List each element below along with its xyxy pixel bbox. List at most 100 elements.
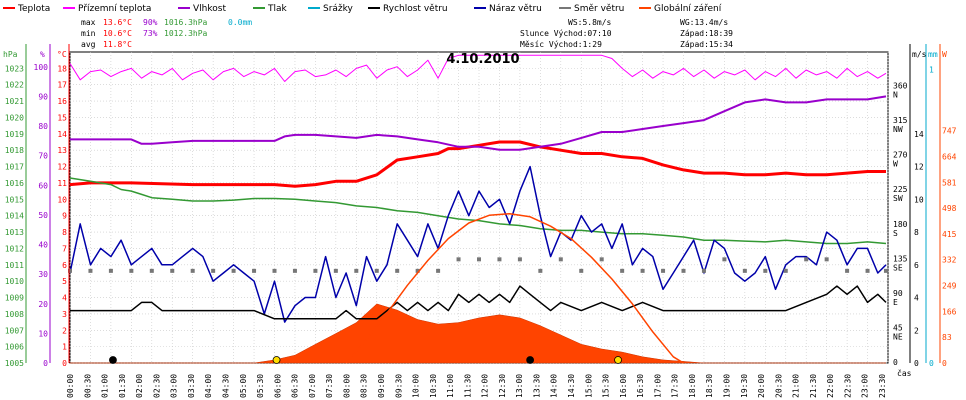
x-tick-label: 05:00: [239, 374, 248, 398]
temp-tick-label: 12: [57, 163, 67, 172]
hpa-tick-label: 1005: [5, 359, 24, 368]
wind-direction-point: [231, 268, 236, 273]
x-tick-label: 20:30: [774, 374, 783, 398]
hpa-tick-label: 1013: [5, 228, 24, 237]
rad-tick-label: 332: [942, 256, 957, 265]
temp-tick-label: 4: [62, 294, 67, 303]
x-tick-label: 04:30: [222, 374, 231, 398]
wind-direction-point: [497, 257, 502, 262]
rad-tick-label: 415: [942, 230, 957, 239]
ms-tick-label: 14: [914, 130, 924, 139]
legend: Teplota Přízemní teplota Vlhkost Tlak Srážky…: [3, 4, 722, 14]
wind-direction-point: [456, 257, 461, 262]
x-tick-label: 16:30: [636, 374, 645, 398]
x-tick-label: 15:30: [602, 374, 611, 398]
pct-tick-label: 80: [38, 122, 48, 131]
series-line: [69, 140, 886, 188]
x-tick-label: 18:30: [705, 374, 714, 398]
pct-tick-label: 50: [38, 211, 48, 220]
hpa-tick-label: 1010: [5, 277, 24, 286]
series-line: [69, 54, 887, 82]
direction-tick-label: 0: [893, 358, 898, 367]
wind-speed-stat: WS:5.8m/s: [568, 18, 612, 27]
pct-tick-label: 90: [38, 92, 48, 101]
stat-min-temp: 10.6°C: [103, 29, 132, 38]
direction-tick-label: 225: [893, 185, 908, 194]
series-line: [70, 285, 887, 320]
temp-tick-label: 11: [57, 179, 67, 188]
wind-direction-point: [599, 257, 604, 262]
temp-tick-label: 14: [57, 130, 67, 139]
hpa-tick-label: 1014: [5, 212, 24, 221]
moonset-marker: [526, 356, 535, 364]
temp-tick-label: 1: [62, 343, 67, 352]
x-tick-label: 03:00: [170, 374, 179, 398]
hpa-tick-label: 1022: [5, 81, 24, 90]
rad-tick-label: 581: [942, 178, 957, 187]
hpa-tick-label: 1009: [5, 294, 24, 303]
grid: [69, 52, 889, 364]
rad-tick-label: 498: [942, 204, 957, 213]
x-tick-label: 02:30: [152, 374, 161, 398]
legend-label: Teplota: [17, 4, 50, 14]
x-tick-label: 15:00: [584, 374, 593, 398]
wind-direction-point: [374, 268, 379, 273]
temp-tick-label: 13: [57, 146, 67, 155]
hpa-tick-label: 1020: [5, 113, 24, 122]
x-tick-label: 23:30: [878, 374, 887, 398]
direction-compass-label: N: [893, 91, 898, 100]
hpa-tick-label: 1006: [5, 343, 24, 352]
wind-direction-point: [292, 268, 297, 273]
chart-title: 4.10.2010: [446, 52, 519, 67]
wind-direction-point: [149, 268, 154, 273]
stat-min-label: min: [81, 29, 96, 38]
x-tick-label: 08:30: [360, 374, 369, 398]
x-tick-label: 21:00: [792, 374, 801, 398]
wind-direction-point: [783, 268, 788, 273]
astro-markers: [109, 356, 622, 364]
stat-max-label: max: [81, 18, 96, 27]
x-tick-label: 17:00: [653, 374, 662, 398]
stat-rain: 0.0mm: [228, 18, 252, 27]
series-line: [70, 95, 887, 151]
hpa-tick-label: 1008: [5, 310, 24, 319]
x-tick-label: 04:00: [204, 374, 213, 398]
x-tick-label: 02:00: [135, 374, 144, 398]
hpa-tick-label: 1021: [5, 97, 24, 106]
x-tick-label: 14:30: [567, 374, 576, 398]
x-tick-label: 13:00: [515, 374, 524, 398]
wind-direction-point: [763, 268, 768, 273]
x-tick-label: 16:00: [619, 374, 628, 398]
radiation-fill: [70, 303, 886, 364]
x-tick-label: 06:30: [291, 374, 300, 398]
stat-min-hum: 73%: [143, 29, 158, 38]
wind-direction-point: [538, 268, 543, 273]
astro-panel: WS:5.8m/s WG:13.4m/s Slunce Východ:07:10…: [520, 18, 733, 49]
ms-tick-label: 6: [914, 261, 919, 270]
hpa-tick-label: 1012: [5, 244, 24, 253]
series-line: [69, 165, 887, 323]
x-tick-label: 21:30: [809, 374, 818, 398]
x-tick-label: 06:00: [273, 374, 282, 398]
wind-direction-point: [354, 268, 359, 273]
sunrise-text: Slunce Východ:07:10: [520, 29, 612, 38]
ms-tick-label: 0: [914, 359, 919, 368]
temp-tick-label: 0: [62, 359, 67, 368]
temp-tick-label: 9: [62, 212, 67, 221]
pct-tick-label: 60: [38, 181, 48, 190]
x-tick-label: 00:30: [83, 374, 92, 398]
direction-compass-label: E: [893, 298, 898, 307]
wind-direction-point: [252, 268, 257, 273]
stat-min-press: 1012.3hPa: [164, 29, 208, 38]
sunrise-marker: [272, 356, 281, 364]
pct-tick-label: 70: [38, 152, 48, 161]
stats-panel: max 13.6°C 90% 1016.3hPa 0.0mm min 10.6°…: [81, 18, 252, 49]
direction-compass-label: SE: [893, 263, 903, 272]
wind-direction-point: [845, 268, 850, 273]
temp-tick-label: 3: [62, 310, 67, 319]
x-tick-label: 03:30: [187, 374, 196, 398]
rad-tick-label: 747: [942, 127, 957, 136]
x-tick-label: 13:30: [533, 374, 542, 398]
rain-axis-label: mm: [928, 50, 938, 59]
